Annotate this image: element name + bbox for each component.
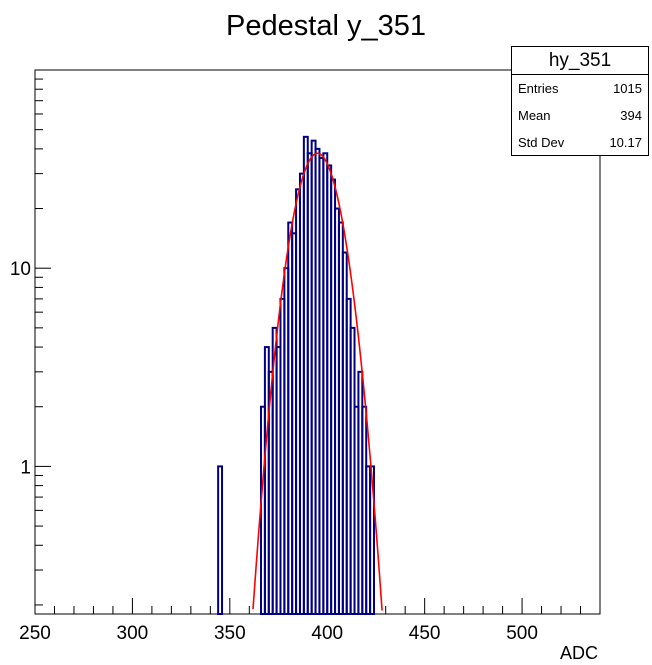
y-tick-label: 10: [10, 259, 31, 280]
histogram-bin: [369, 465, 376, 615]
x-axis-ticks: 250 300 350 400 450 500: [19, 598, 601, 644]
x-tick-label: 300: [117, 623, 149, 644]
x-axis-label: ADC: [560, 643, 598, 663]
histogram-bars: [217, 135, 376, 616]
x-tick-label: 350: [214, 623, 246, 644]
x-tick-label: 250: [19, 623, 51, 644]
histogram-bin: [217, 465, 224, 615]
x-tick-label: 450: [409, 623, 441, 644]
stats-row-stddev: Std Dev 10.17: [512, 129, 648, 156]
stats-box-name: hy_351: [512, 47, 648, 75]
stats-row-entries: Entries 1015: [512, 75, 648, 102]
stats-label: Mean: [518, 108, 551, 123]
gaussian-fit-curve: [252, 152, 383, 611]
stats-value: 1015: [613, 81, 642, 96]
x-tick-label: 500: [506, 623, 538, 644]
chart-title: Pedestal y_351: [226, 10, 426, 42]
y-tick-label: 1: [20, 457, 31, 478]
y-axis-ticks: 1 10: [10, 69, 51, 606]
stats-label: Entries: [518, 81, 559, 96]
stats-label: Std Dev: [518, 135, 565, 150]
x-tick-label: 400: [311, 623, 343, 644]
stats-value: 10.17: [609, 135, 642, 150]
stats-box: hy_351 Entries 1015 Mean 394 Std Dev 10.…: [511, 46, 649, 156]
stats-row-mean: Mean 394: [512, 102, 648, 129]
stats-value: 394: [620, 108, 642, 123]
